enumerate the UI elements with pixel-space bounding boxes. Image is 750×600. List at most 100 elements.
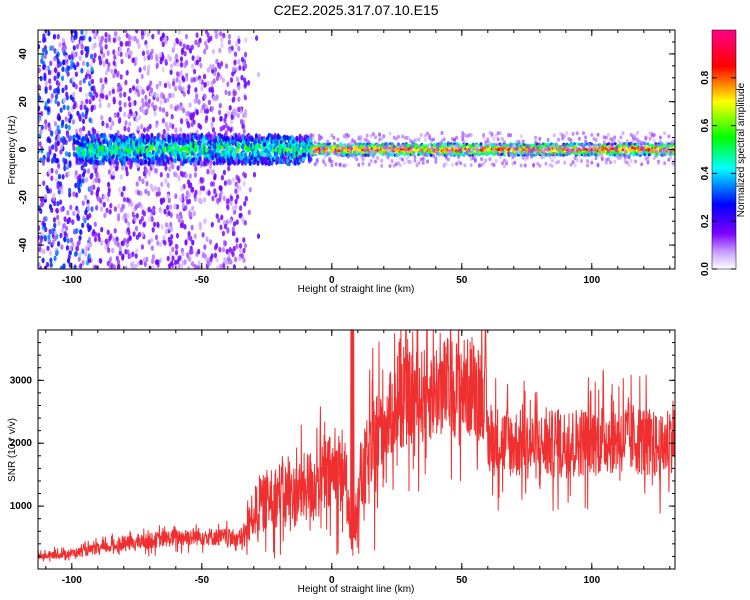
spectrogram-cell	[176, 258, 180, 265]
spectrogram-cell	[72, 229, 77, 235]
spectrogram-cell	[471, 142, 475, 147]
spectrogram-cell	[114, 165, 119, 172]
spectrogram-cell	[563, 160, 567, 165]
spectrogram-cell	[134, 56, 138, 62]
spectrogram-cell	[59, 199, 63, 205]
spectrogram-cell	[223, 240, 228, 247]
spectrogram-cell	[179, 264, 183, 269]
spectrogram-cell	[173, 171, 177, 177]
spectrogram-cell	[60, 206, 64, 213]
spectrogram-cell	[127, 160, 130, 166]
spectrogram-cell	[230, 114, 234, 120]
spectrogram-cell	[207, 190, 211, 196]
spectrogram-cell	[202, 197, 207, 203]
spectrogram-cell	[234, 203, 238, 210]
spectrogram-cell	[214, 95, 218, 102]
spectrogram-cell	[492, 142, 495, 146]
spectrogram-cell	[160, 224, 164, 230]
spectrogram-cell	[107, 62, 111, 68]
spectrogram-cell	[90, 53, 94, 60]
spectrogram-cell	[349, 149, 352, 153]
spectrogram-cell	[226, 110, 230, 117]
spectrogram-cell	[72, 45, 76, 51]
spectrogram-cell	[243, 94, 247, 101]
spectrogram-cell	[223, 256, 227, 263]
spectrogram-cell	[135, 248, 139, 254]
spectrogram-cell	[86, 138, 90, 144]
spectrogram-cell	[78, 173, 82, 180]
spectrogram-cell	[184, 33, 189, 40]
spectrogram-cell	[179, 214, 183, 220]
spectrogram-cell	[131, 57, 135, 64]
spectrogram-cell	[195, 76, 199, 82]
spectrogram-cell	[151, 186, 155, 193]
spectrogram-cell	[72, 138, 77, 145]
spectrogram-cell	[170, 260, 174, 267]
spectrogram-cell	[219, 115, 223, 122]
spectrogram-cell	[96, 195, 100, 202]
spectrogram-cell	[86, 61, 90, 68]
spectrogram-cell	[210, 181, 214, 187]
spectrogram-cell	[336, 144, 340, 149]
spectrogram-cell	[64, 84, 68, 91]
spectrogram-cell	[328, 145, 332, 150]
spectrogram-cell	[60, 244, 64, 250]
spectrogram-cell	[355, 157, 359, 162]
spectrogram-cell	[170, 63, 174, 69]
spectrogram-cell	[643, 153, 647, 157]
spectrogram-cell	[141, 89, 145, 95]
spectrogram-cell	[376, 144, 380, 149]
spectrogram-cell	[177, 30, 181, 35]
spectrogram-cell	[56, 86, 60, 93]
spectrogram-cell	[523, 163, 527, 168]
spectrogram-cell	[82, 78, 86, 84]
spectrogram-cell	[162, 234, 166, 241]
spectrogram-cell	[222, 195, 226, 202]
spectrogram-cell	[89, 174, 93, 180]
spectrogram-cell	[176, 165, 180, 171]
spectrogram-cell	[160, 91, 164, 98]
spectrogram-cell	[193, 68, 197, 75]
spectrogram-cell	[39, 128, 43, 135]
spectrogram-cell	[63, 236, 67, 242]
spectrogram-cell	[140, 244, 144, 250]
spectrogram-cell	[188, 256, 192, 263]
spectrogram-cell	[208, 64, 213, 70]
spectrogram-cell	[46, 98, 51, 104]
spectrogram-cell	[147, 171, 152, 177]
spectrogram-cell	[86, 168, 91, 174]
spectrogram-cell	[54, 146, 58, 152]
spectrogram-cell	[61, 227, 65, 234]
spectrogram-cell	[48, 228, 52, 235]
spectrogram-cell	[117, 213, 121, 219]
spectrogram-cell	[116, 161, 120, 166]
spectrogram-cell	[509, 133, 513, 138]
spectrogram-cell	[64, 116, 68, 122]
spectrogram-cell	[150, 146, 154, 152]
spectrogram-cell	[203, 93, 207, 100]
spectrogram-cell	[231, 139, 235, 145]
spectrogram-cell	[168, 83, 172, 90]
spectrogram-cell	[184, 239, 188, 245]
spectrogram-cell	[187, 192, 191, 198]
spectrogram-cell	[81, 248, 85, 255]
spectrogram-cell	[411, 151, 415, 156]
spectrogram-cell	[213, 66, 218, 73]
spectrogram-cell	[155, 53, 159, 60]
spectrogram-cell	[164, 58, 168, 65]
spectrogram-cell	[144, 94, 148, 101]
spectrogram-cell	[56, 140, 60, 146]
spectrogram-cell	[523, 149, 527, 154]
spectrogram-cell	[156, 135, 160, 141]
spectrogram-cell	[326, 139, 330, 144]
spectrogram-cell	[484, 150, 488, 155]
spectrogram-cell	[215, 256, 219, 263]
spectrogram-cell	[200, 160, 204, 166]
spectrogram-cell	[92, 184, 96, 190]
spectrogram-cell	[361, 153, 365, 158]
spectrogram-cell	[179, 62, 183, 68]
spectrogram-cell	[235, 237, 239, 243]
spectrogram-cell	[392, 144, 396, 149]
spectrogram-cell	[544, 161, 548, 166]
spectrogram-cell	[83, 217, 87, 224]
